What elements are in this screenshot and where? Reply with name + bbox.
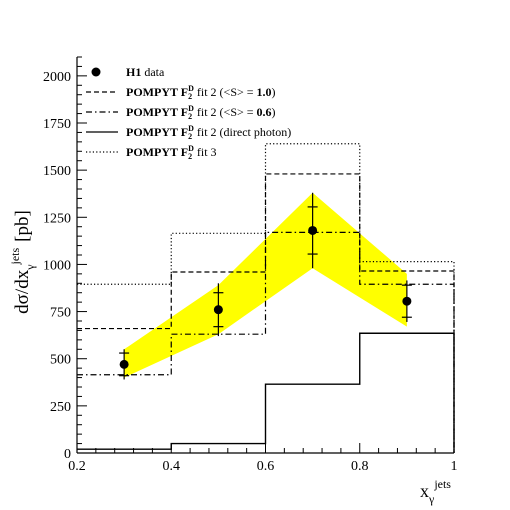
legend-label-sup: D (188, 104, 194, 113)
legend-label-rest: fit 3 (194, 145, 217, 159)
legend-item-1: POMPYT F2D fit 2 (<S> = 1.0) (86, 84, 276, 101)
legend-item-0: H1 data (91, 65, 165, 79)
data-marker-0 (119, 359, 129, 369)
y-tick-label: 1500 (43, 164, 71, 179)
x-tick-label: 1 (451, 459, 458, 474)
legend-label-bold: H1 (126, 65, 141, 79)
legend-label: POMPYT F2D fit 2 (direct photon) (126, 124, 291, 141)
x-axis-label: xγjets (420, 477, 451, 506)
legend-item-3: POMPYT F2D fit 2 (direct photon) (86, 124, 291, 141)
legend-label-sup: D (188, 84, 194, 93)
svg-text:dσ/dxγjets[pb]: dσ/dxγjets [pb] (8, 210, 37, 314)
legend-label: H1 data (126, 65, 165, 79)
legend-label-sub: 2 (188, 112, 192, 121)
y-axis-label: dσ/dxγjets [pb] (8, 210, 37, 314)
y-tick-label: 750 (50, 306, 71, 321)
legend-label-bold: POMPYT F (126, 105, 188, 119)
legend-label-rest: data (141, 65, 165, 79)
y-axis-label-sup: jets (8, 247, 22, 265)
x-tick-label: 0.2 (68, 459, 86, 474)
legend-label: POMPYT F2D fit 3 (126, 144, 217, 161)
legend-label-rest: fit 2 (<S> = (194, 85, 257, 99)
y-tick-label: 1250 (43, 211, 71, 226)
data-points-layer (119, 192, 412, 380)
y-tick-label: 250 (50, 400, 71, 415)
data-marker-1 (213, 305, 223, 315)
legend-item-4: POMPYT F2D fit 3 (86, 144, 217, 161)
legend-label-rest: fit 2 (direct photon) (194, 125, 291, 139)
legend-label-sub: 2 (188, 152, 192, 161)
uncertainty-band (124, 192, 407, 378)
axes (76, 56, 455, 454)
data-point-1 (213, 283, 224, 337)
legend-label-tail: ) (272, 85, 276, 99)
legend-label-sup: D (188, 124, 194, 133)
x-tick-label: 0.8 (351, 459, 369, 474)
x-axis-label-sub: γ (428, 492, 435, 506)
y-tick-label: 1000 (43, 258, 71, 273)
data-point-0 (119, 349, 130, 380)
y-tick-label: 1750 (43, 117, 71, 132)
y-axis-label-unit: [pb] (12, 210, 33, 242)
legend-label-bold: POMPYT F (126, 145, 188, 159)
legend-label: POMPYT F2D fit 2 (<S> = 1.0) (126, 84, 276, 101)
y-axis-label-sub: γ (23, 264, 37, 271)
x-tick-label: 0.6 (257, 459, 275, 474)
legend-label-num: 1.0 (257, 85, 272, 99)
legend-marker-dot (91, 67, 101, 77)
x-tick-label: 0.4 (163, 459, 181, 474)
legend-label-rest: fit 2 (<S> = (194, 105, 257, 119)
legend-label-tail: ) (272, 105, 276, 119)
y-tick-label: 500 (50, 353, 71, 368)
uncertainty-band-layer (124, 192, 407, 378)
series-line-0 (77, 173, 455, 453)
x-axis-label-main: x (420, 481, 429, 501)
tick-labels: 0.2 0.4 0.6 0.8 1 0 250 500 750 1000 1250 1500 1750 2… (43, 70, 458, 474)
data-marker-3 (402, 296, 412, 306)
legend-label-sub: 2 (188, 132, 192, 141)
y-tick-label: 0 (64, 447, 71, 462)
y-tick-label: 2000 (43, 70, 71, 85)
legend-label-sup: D (188, 144, 194, 153)
data-point-2 (307, 192, 318, 269)
data-marker-2 (308, 225, 318, 235)
legend-item-2: POMPYT F2D fit 2 (<S> = 0.6) (86, 104, 276, 121)
y-axis-label-main: dσ/dx (12, 269, 33, 314)
legend-label-bold: POMPYT F (126, 125, 188, 139)
legend-label: POMPYT F2D fit 2 (<S> = 0.6) (126, 104, 276, 121)
legend-label-num: 0.6 (257, 105, 272, 119)
x-axis-label-sup: jets (433, 477, 451, 491)
legend-label-sub: 2 (188, 92, 192, 101)
legend-label-bold: POMPYT F (126, 85, 188, 99)
data-point-3 (401, 280, 412, 322)
